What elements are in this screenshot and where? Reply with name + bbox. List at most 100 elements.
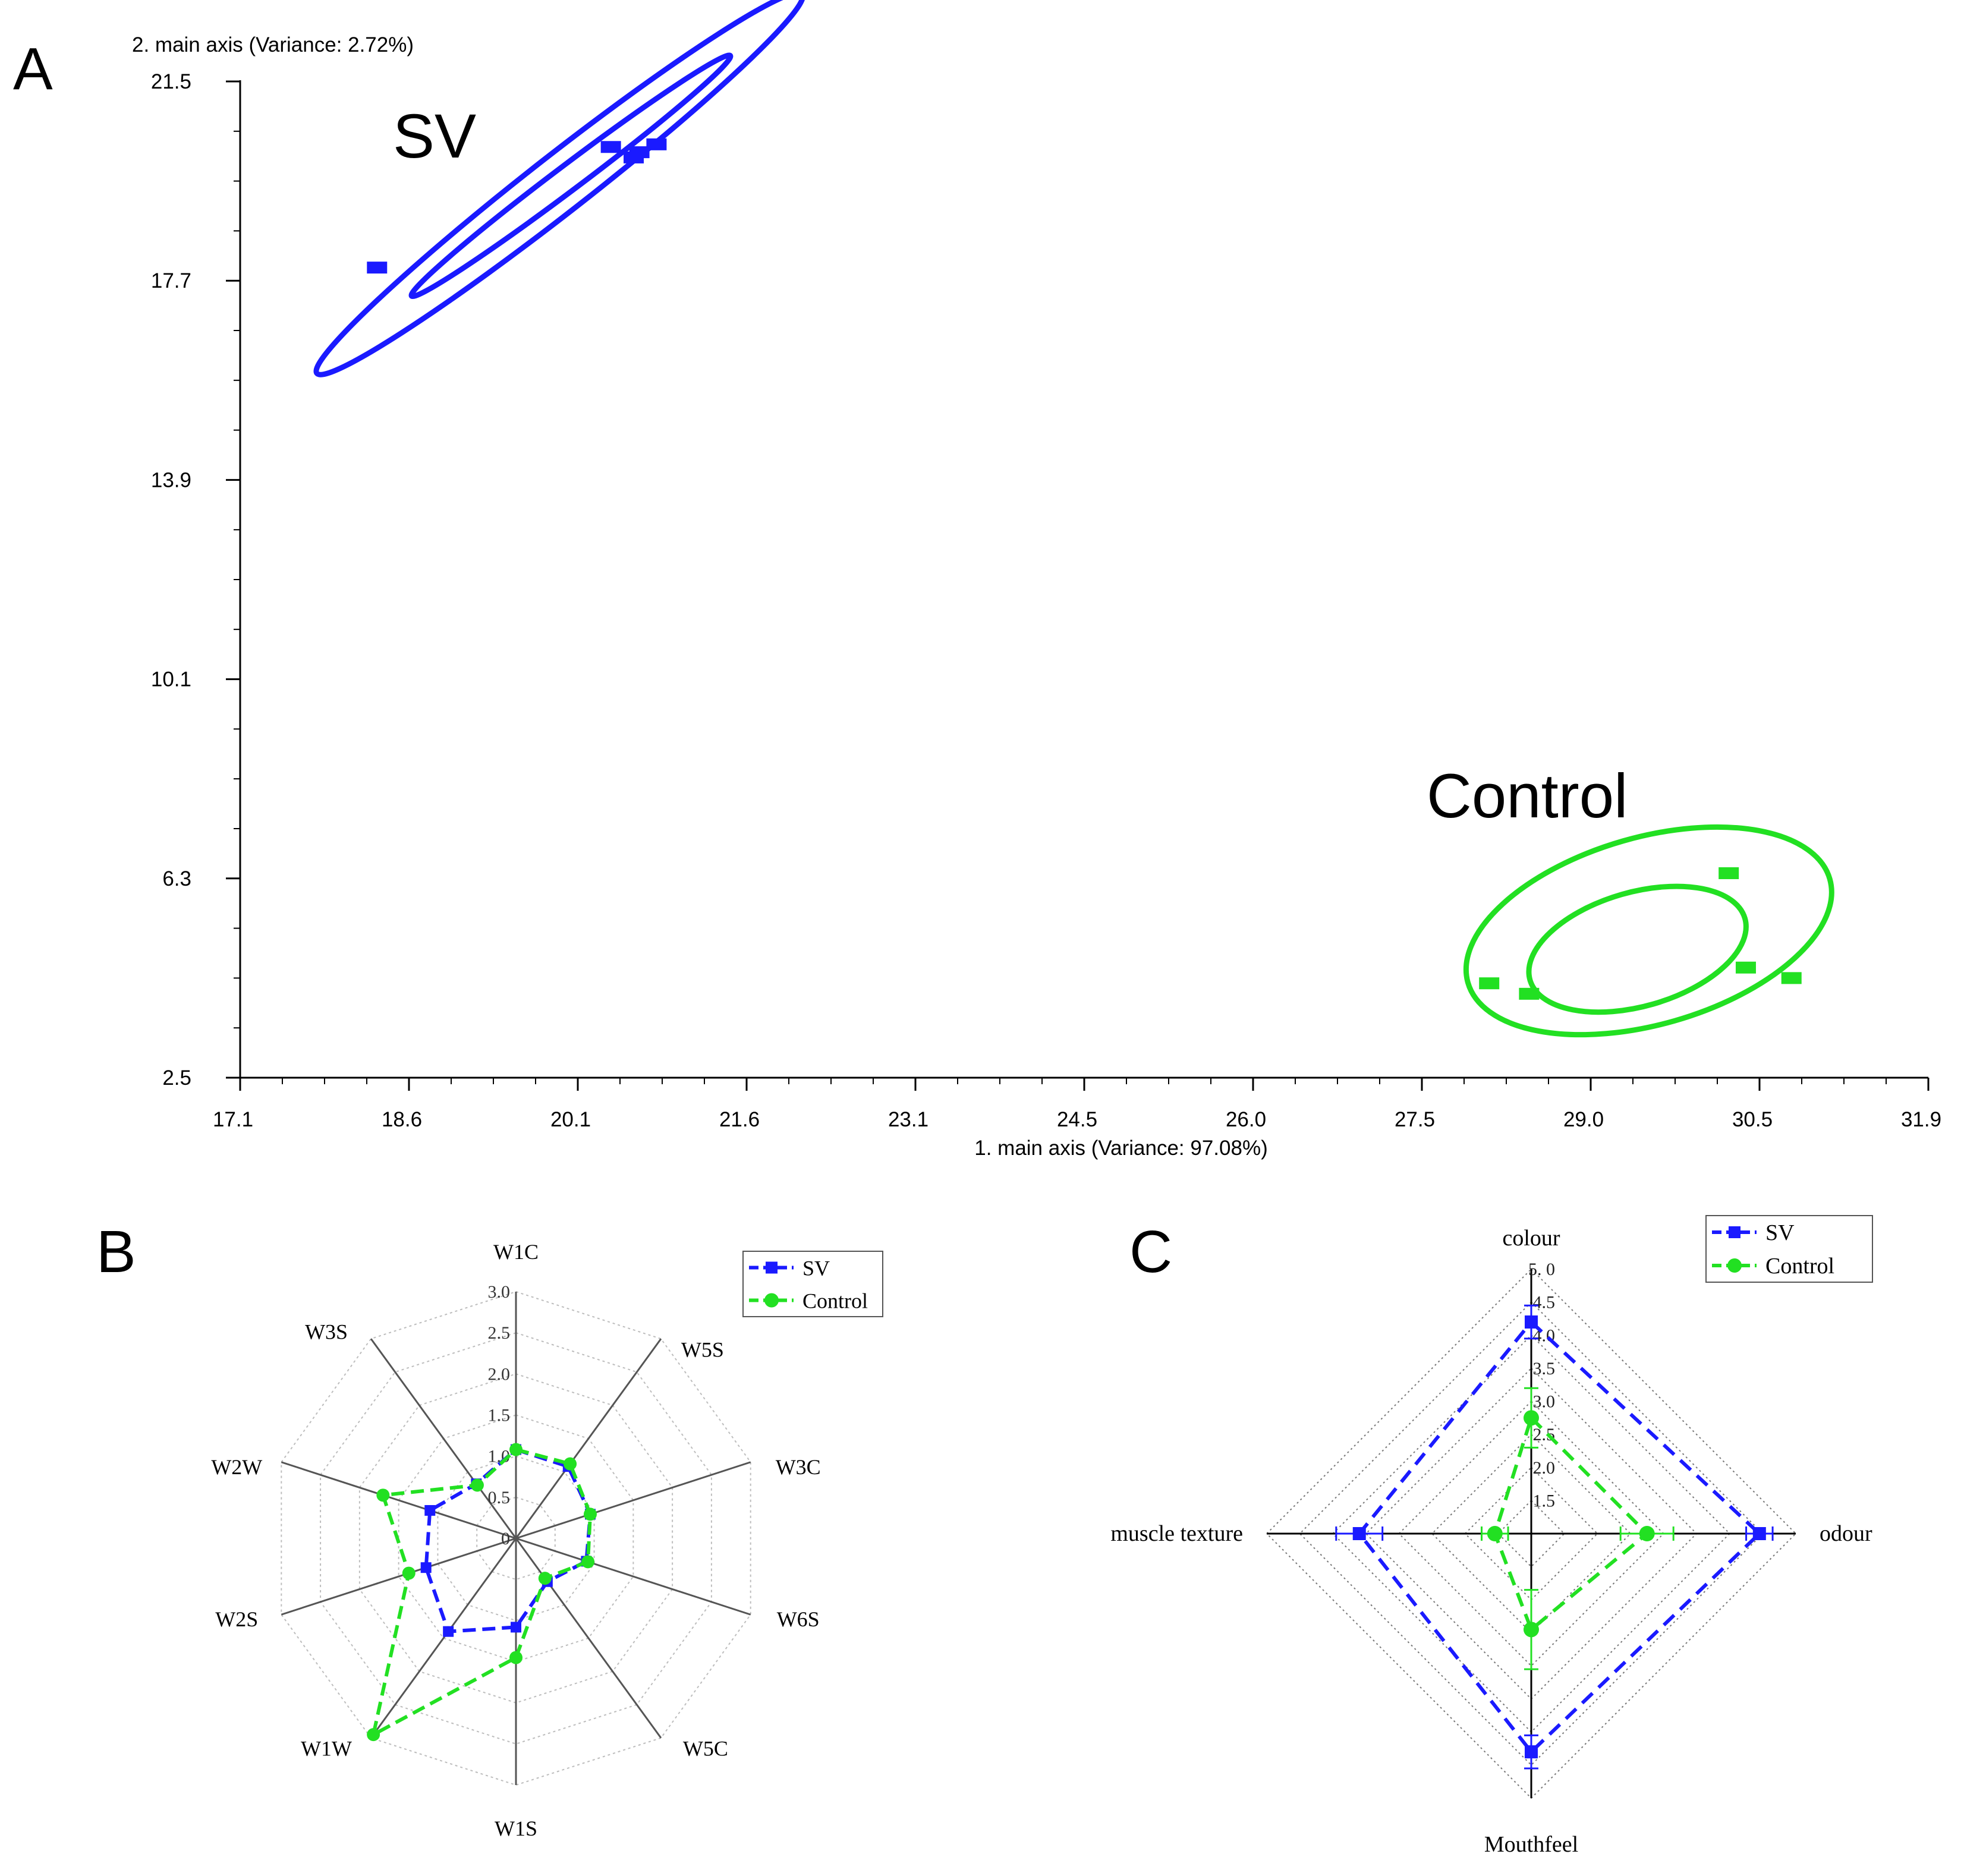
radar-spoke <box>515 1537 751 1616</box>
radar-spoke <box>515 1538 662 1739</box>
x-tick-label: 24.5 <box>1057 1108 1097 1131</box>
radar-grid-ring <box>437 1455 595 1622</box>
sv-data-point <box>1525 1745 1538 1759</box>
radar-spoke <box>515 1338 662 1539</box>
y-tick-label: 21.5 <box>151 70 191 93</box>
sv-data-point <box>511 1622 521 1633</box>
control-data-point <box>402 1566 416 1580</box>
sv-data-point <box>1525 1315 1538 1329</box>
control-series-line <box>1493 1414 1650 1633</box>
sv-data-point <box>443 1626 454 1637</box>
radar-tick-label: 2.0 <box>488 1364 511 1384</box>
control-data-point <box>1479 977 1500 990</box>
y-tick-label: 6.3 <box>162 867 191 890</box>
y-tick-label: 2.5 <box>162 1066 191 1090</box>
panel-label-b: B <box>96 1219 136 1285</box>
radar-spoke <box>281 1537 517 1616</box>
control-series-line <box>370 1447 593 1738</box>
radar-tick-label: 2.0 <box>1533 1458 1556 1478</box>
radar-axis-label: muscle texture <box>1110 1521 1243 1546</box>
sv-data-point <box>1352 1527 1366 1540</box>
control-data-point <box>470 1478 484 1492</box>
control-data-point <box>1718 867 1739 879</box>
x-tick-label: 29.0 <box>1563 1108 1604 1131</box>
radar-axis-label: colour <box>1502 1226 1560 1251</box>
control-data-point <box>376 1488 390 1502</box>
radar-axis-label: W6S <box>777 1607 820 1631</box>
control-ellipse-inner <box>1526 883 1749 1015</box>
radar-spoke <box>370 1538 517 1739</box>
radar-axis-label: W3C <box>776 1455 821 1479</box>
sv-data-point <box>424 1504 436 1516</box>
radar-tick-label: 2.5 <box>1533 1425 1556 1444</box>
radar-tick-label: 3.0 <box>488 1282 511 1302</box>
radar-tick-label: 2.5 <box>488 1323 511 1343</box>
x-tick-label: 20.1 <box>550 1108 591 1131</box>
control-data-point <box>583 1507 597 1521</box>
radar-grid-ring <box>358 1373 673 1704</box>
control-legend-label: Control <box>802 1289 868 1313</box>
radar-axis-label: W1S <box>495 1817 537 1840</box>
y-tick-label: 13.9 <box>151 468 191 492</box>
control-data-point <box>1524 1622 1539 1638</box>
radar-axis-label: W2S <box>215 1607 258 1631</box>
radar-tick-label: 0.5 <box>488 1488 511 1507</box>
control-data-point <box>367 1728 380 1742</box>
radar-axis-label: W5C <box>683 1737 728 1761</box>
radar-axis-label: W5S <box>681 1337 724 1361</box>
annotation-control: Control <box>1427 761 1628 831</box>
radar-axis-label: Mouthfeel <box>1484 1832 1578 1857</box>
sensory-radar-chart: 1.52.02.53.03.54.04.55. 0colourodourMout… <box>1110 1215 1873 1857</box>
radar-tick-label: 1.5 <box>1533 1491 1556 1510</box>
x-tick-label: 17.1 <box>213 1108 253 1131</box>
sv-data-point <box>624 151 644 163</box>
control-data-point <box>1781 972 1802 984</box>
radar-axis-label: W1W <box>301 1737 352 1761</box>
radar-spoke <box>515 1461 751 1540</box>
sv-legend-label: SV <box>1765 1220 1795 1245</box>
radar-axis-label: W2W <box>211 1455 262 1479</box>
sv-legend-marker <box>766 1261 778 1274</box>
control-data-point <box>564 1457 577 1471</box>
x-tick-label: 23.1 <box>888 1108 929 1131</box>
control-data-point <box>581 1555 595 1569</box>
radar-axis-label: odour <box>1820 1521 1872 1546</box>
sv-series-line <box>1356 1319 1762 1755</box>
y-tick-label: 17.7 <box>151 269 191 292</box>
control-data-point <box>538 1572 552 1585</box>
radar-tick-label: 3.5 <box>1533 1359 1556 1378</box>
control-data-point <box>1639 1526 1655 1541</box>
radar-axis-label: W1C <box>493 1240 539 1264</box>
panel-label-a: A <box>13 36 53 102</box>
sv-data-point <box>367 262 388 274</box>
x-tick-label: 26.0 <box>1226 1108 1266 1131</box>
x-tick-label: 21.6 <box>719 1108 760 1131</box>
sv-data-point <box>600 141 621 153</box>
radar-tick-label: 1.5 <box>488 1406 511 1425</box>
control-legend-label: Control <box>1765 1254 1834 1279</box>
sv-ellipse-inner <box>408 52 734 300</box>
control-data-point <box>509 1651 523 1664</box>
e-nose-radar-chart: 0.51.01.52.02.53.00W1CW5SW3CW6SW5CW1SW1W… <box>211 1240 883 1840</box>
sv-data-point <box>646 138 667 150</box>
control-legend-marker <box>764 1293 779 1308</box>
radar-spoke <box>281 1461 517 1540</box>
pca-scatter-plot: 17.1 18.6 20.1 21.6 23.1 24.5 26.0 27.5 29.0 30.5… <box>132 0 1941 1160</box>
x-tick-label: 31.9 <box>1901 1108 1941 1131</box>
control-ellipse-outer <box>1463 824 1834 1038</box>
radar-tick-label: 4.5 <box>1533 1293 1556 1312</box>
x-tick-label: 30.5 <box>1732 1108 1773 1131</box>
radar-axis-label: W3S <box>305 1320 348 1343</box>
y-axis-title: 2. main axis (Variance: 2.72%) <box>132 33 414 56</box>
sv-legend-marker <box>1729 1226 1740 1238</box>
control-data-point <box>1519 987 1540 1000</box>
sv-ellipse-outer <box>313 0 806 377</box>
control-data-point <box>1524 1410 1539 1426</box>
sv-series-line <box>424 1447 593 1633</box>
radar-grid-ring <box>1332 1334 1731 1733</box>
sv-data-point <box>1752 1527 1766 1540</box>
y-tick-label: 10.1 <box>151 668 191 691</box>
radar-spoke <box>370 1338 517 1539</box>
annotation-sv: SV <box>393 102 476 171</box>
